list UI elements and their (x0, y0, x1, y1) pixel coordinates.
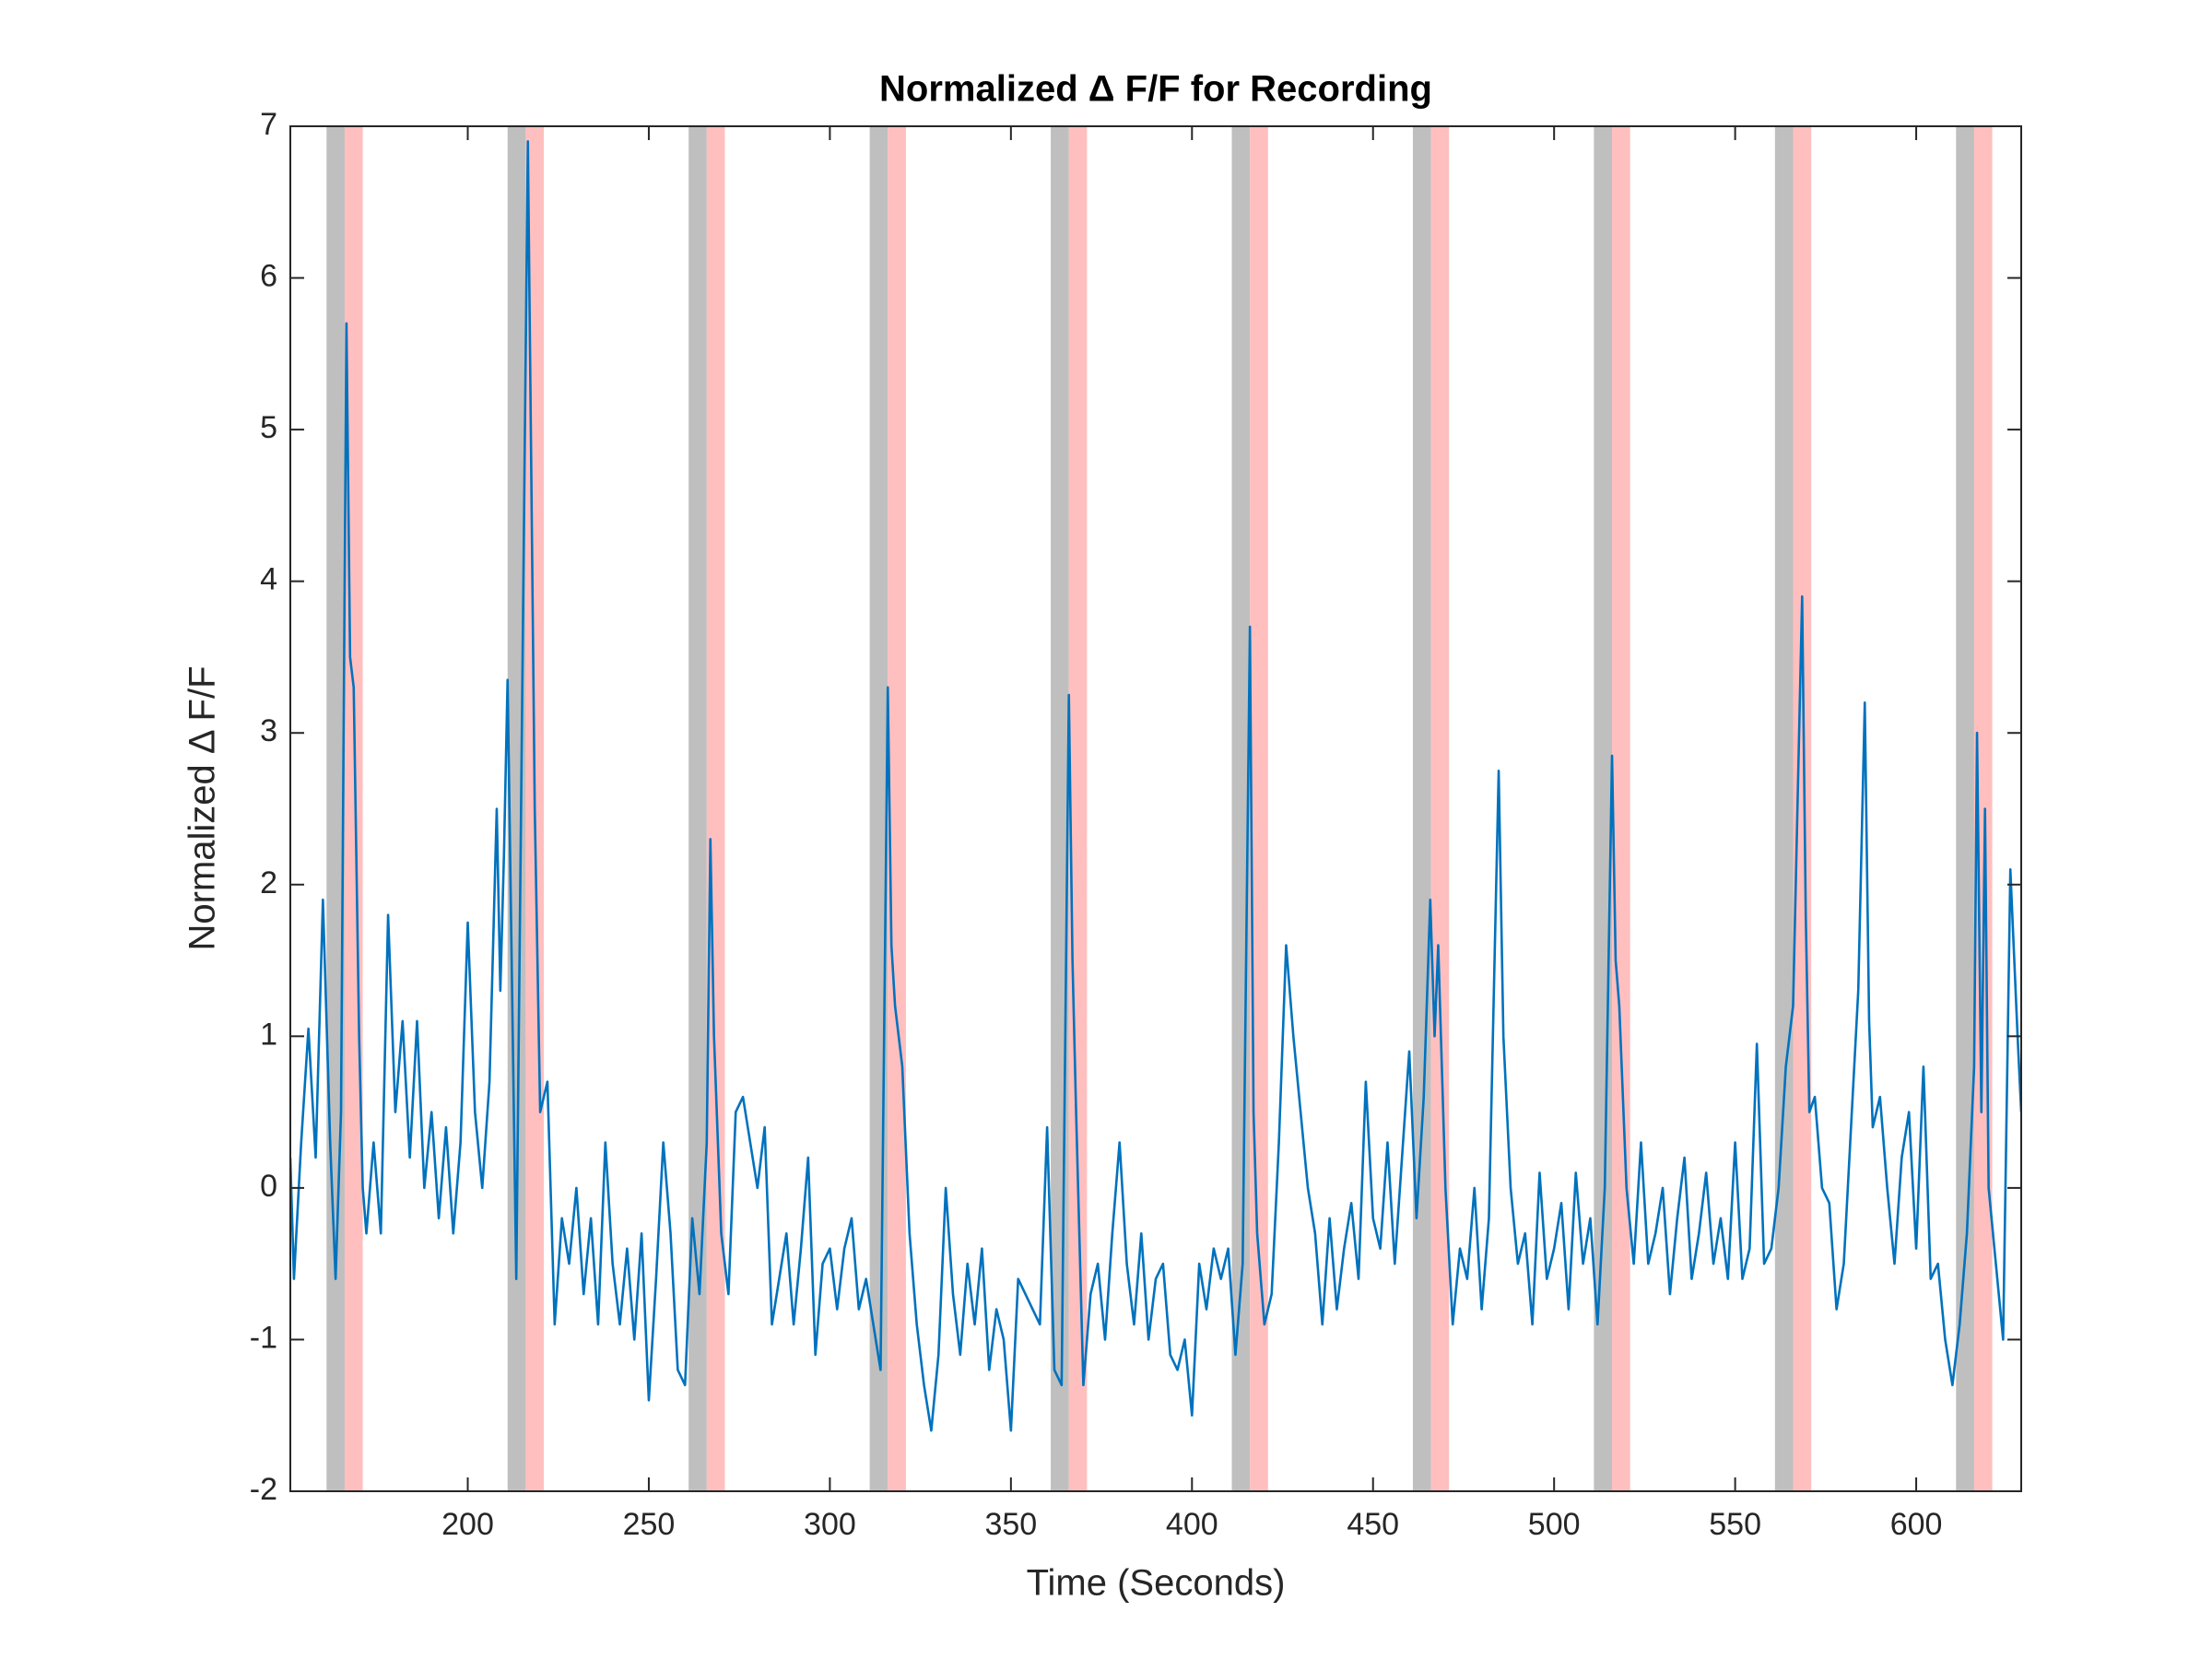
shaded-region (888, 126, 906, 1491)
plot-area (290, 140, 2021, 1432)
shaded-region (1068, 126, 1088, 1491)
shaded-region (1412, 126, 1431, 1491)
shaded-region (1793, 126, 1812, 1491)
shaded-region (1774, 126, 1794, 1491)
data-line (290, 140, 2021, 1432)
shaded-regions (326, 126, 1993, 1491)
x-tick-label: 550 (1709, 1507, 1761, 1542)
x-tick-label: 400 (1166, 1507, 1218, 1542)
y-axis-label: Normalized Δ F/F (182, 665, 223, 950)
axes-box (289, 125, 2022, 1492)
shaded-region (688, 126, 707, 1491)
x-tick-label: 300 (804, 1507, 856, 1542)
y-tick-label: 5 (260, 410, 277, 445)
shaded-region (1612, 126, 1630, 1491)
y-tick-label: -2 (250, 1472, 277, 1507)
shaded-region (1594, 126, 1613, 1491)
shaded-region (706, 126, 725, 1491)
x-tick-label: 250 (623, 1507, 676, 1542)
y-tick-label: 2 (260, 865, 277, 900)
x-tick-label: 200 (441, 1507, 494, 1542)
y-tick-label: 4 (260, 562, 277, 597)
y-tick-label: 6 (260, 259, 277, 294)
y-tick-label: 1 (260, 1017, 277, 1052)
x-tick-label: 350 (984, 1507, 1037, 1542)
chart-title: Normalized Δ F/F for Recording (879, 69, 1432, 110)
shaded-region (1430, 126, 1450, 1491)
shaded-region (1051, 126, 1069, 1491)
y-tick-label: 7 (260, 107, 277, 142)
shaded-region (1956, 126, 1974, 1491)
axes: 200 250 300 350 400 450 500 550 600 -2 -1 0 1 2 3 4 5 6 7 (250, 107, 2022, 1542)
x-tick-label: 500 (1528, 1507, 1581, 1542)
shaded-region (507, 126, 526, 1491)
shaded-region (1250, 126, 1268, 1491)
x-axis-label: Time (Seconds) (1027, 1563, 1286, 1604)
y-tick-label: -1 (250, 1320, 277, 1355)
x-tick-label: 600 (1890, 1507, 1943, 1542)
x-tick-label: 450 (1347, 1507, 1399, 1542)
shaded-region (1231, 126, 1251, 1491)
y-tick-label: 0 (260, 1169, 277, 1204)
shaded-region (869, 126, 888, 1491)
y-tick-label: 3 (260, 713, 277, 748)
